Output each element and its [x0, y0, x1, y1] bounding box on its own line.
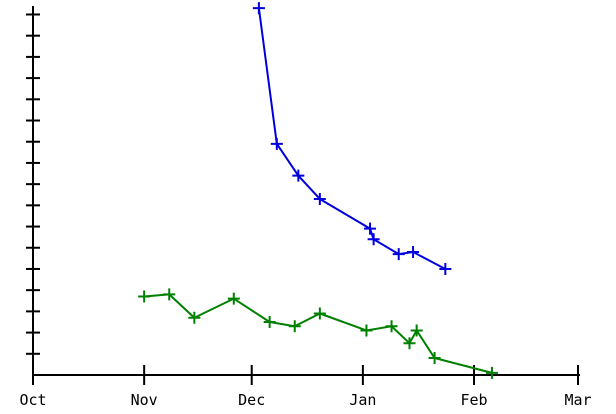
series-2-point-13 [485, 366, 498, 379]
series-1-point-6 [367, 233, 380, 246]
series-2-point-2 [163, 288, 176, 301]
series-1-point-8 [407, 246, 420, 258]
series-2-point-8 [360, 324, 373, 337]
plot-area [138, 2, 498, 379]
y-axis-ticks [26, 13, 40, 355]
series-1-point-3 [292, 169, 305, 182]
x-tick-label-nov: Nov [131, 391, 158, 409]
series-2-point-3 [188, 311, 201, 324]
series-2 [138, 288, 498, 379]
x-tick-label-mar: Mar [564, 391, 591, 409]
series-2-point-5 [263, 315, 276, 328]
series-1 [252, 2, 452, 275]
series-2-point-9 [385, 320, 398, 333]
x-tick-label-jan: Jan [349, 391, 376, 409]
series-2-point-1 [138, 290, 151, 303]
axes: Oct Nov Dec Jan Feb Mar [19, 6, 592, 409]
series-2-point-4 [227, 292, 240, 305]
x-tick-label-dec: Dec [238, 391, 265, 409]
series-1-point-4 [313, 192, 326, 205]
series-2-point-11 [410, 324, 423, 337]
x-tick-label-oct: Oct [19, 391, 46, 409]
series-1-point-1 [252, 2, 265, 15]
x-tick-label-feb: Feb [460, 391, 487, 409]
series-1-point-2 [270, 137, 283, 150]
series-2-point-7 [313, 307, 326, 320]
series-1-point-5 [364, 222, 377, 235]
series-1-point-7 [392, 248, 405, 261]
series-2-point-6 [288, 320, 301, 333]
x-axis-ticks: Oct Nov Dec Jan Feb Mar [19, 365, 592, 409]
series-1-line [257, 7, 446, 270]
series-2-point-12 [428, 352, 441, 365]
series-2-point-10 [403, 337, 416, 350]
series-1-point-9 [439, 262, 452, 275]
series-2-line [144, 293, 493, 374]
